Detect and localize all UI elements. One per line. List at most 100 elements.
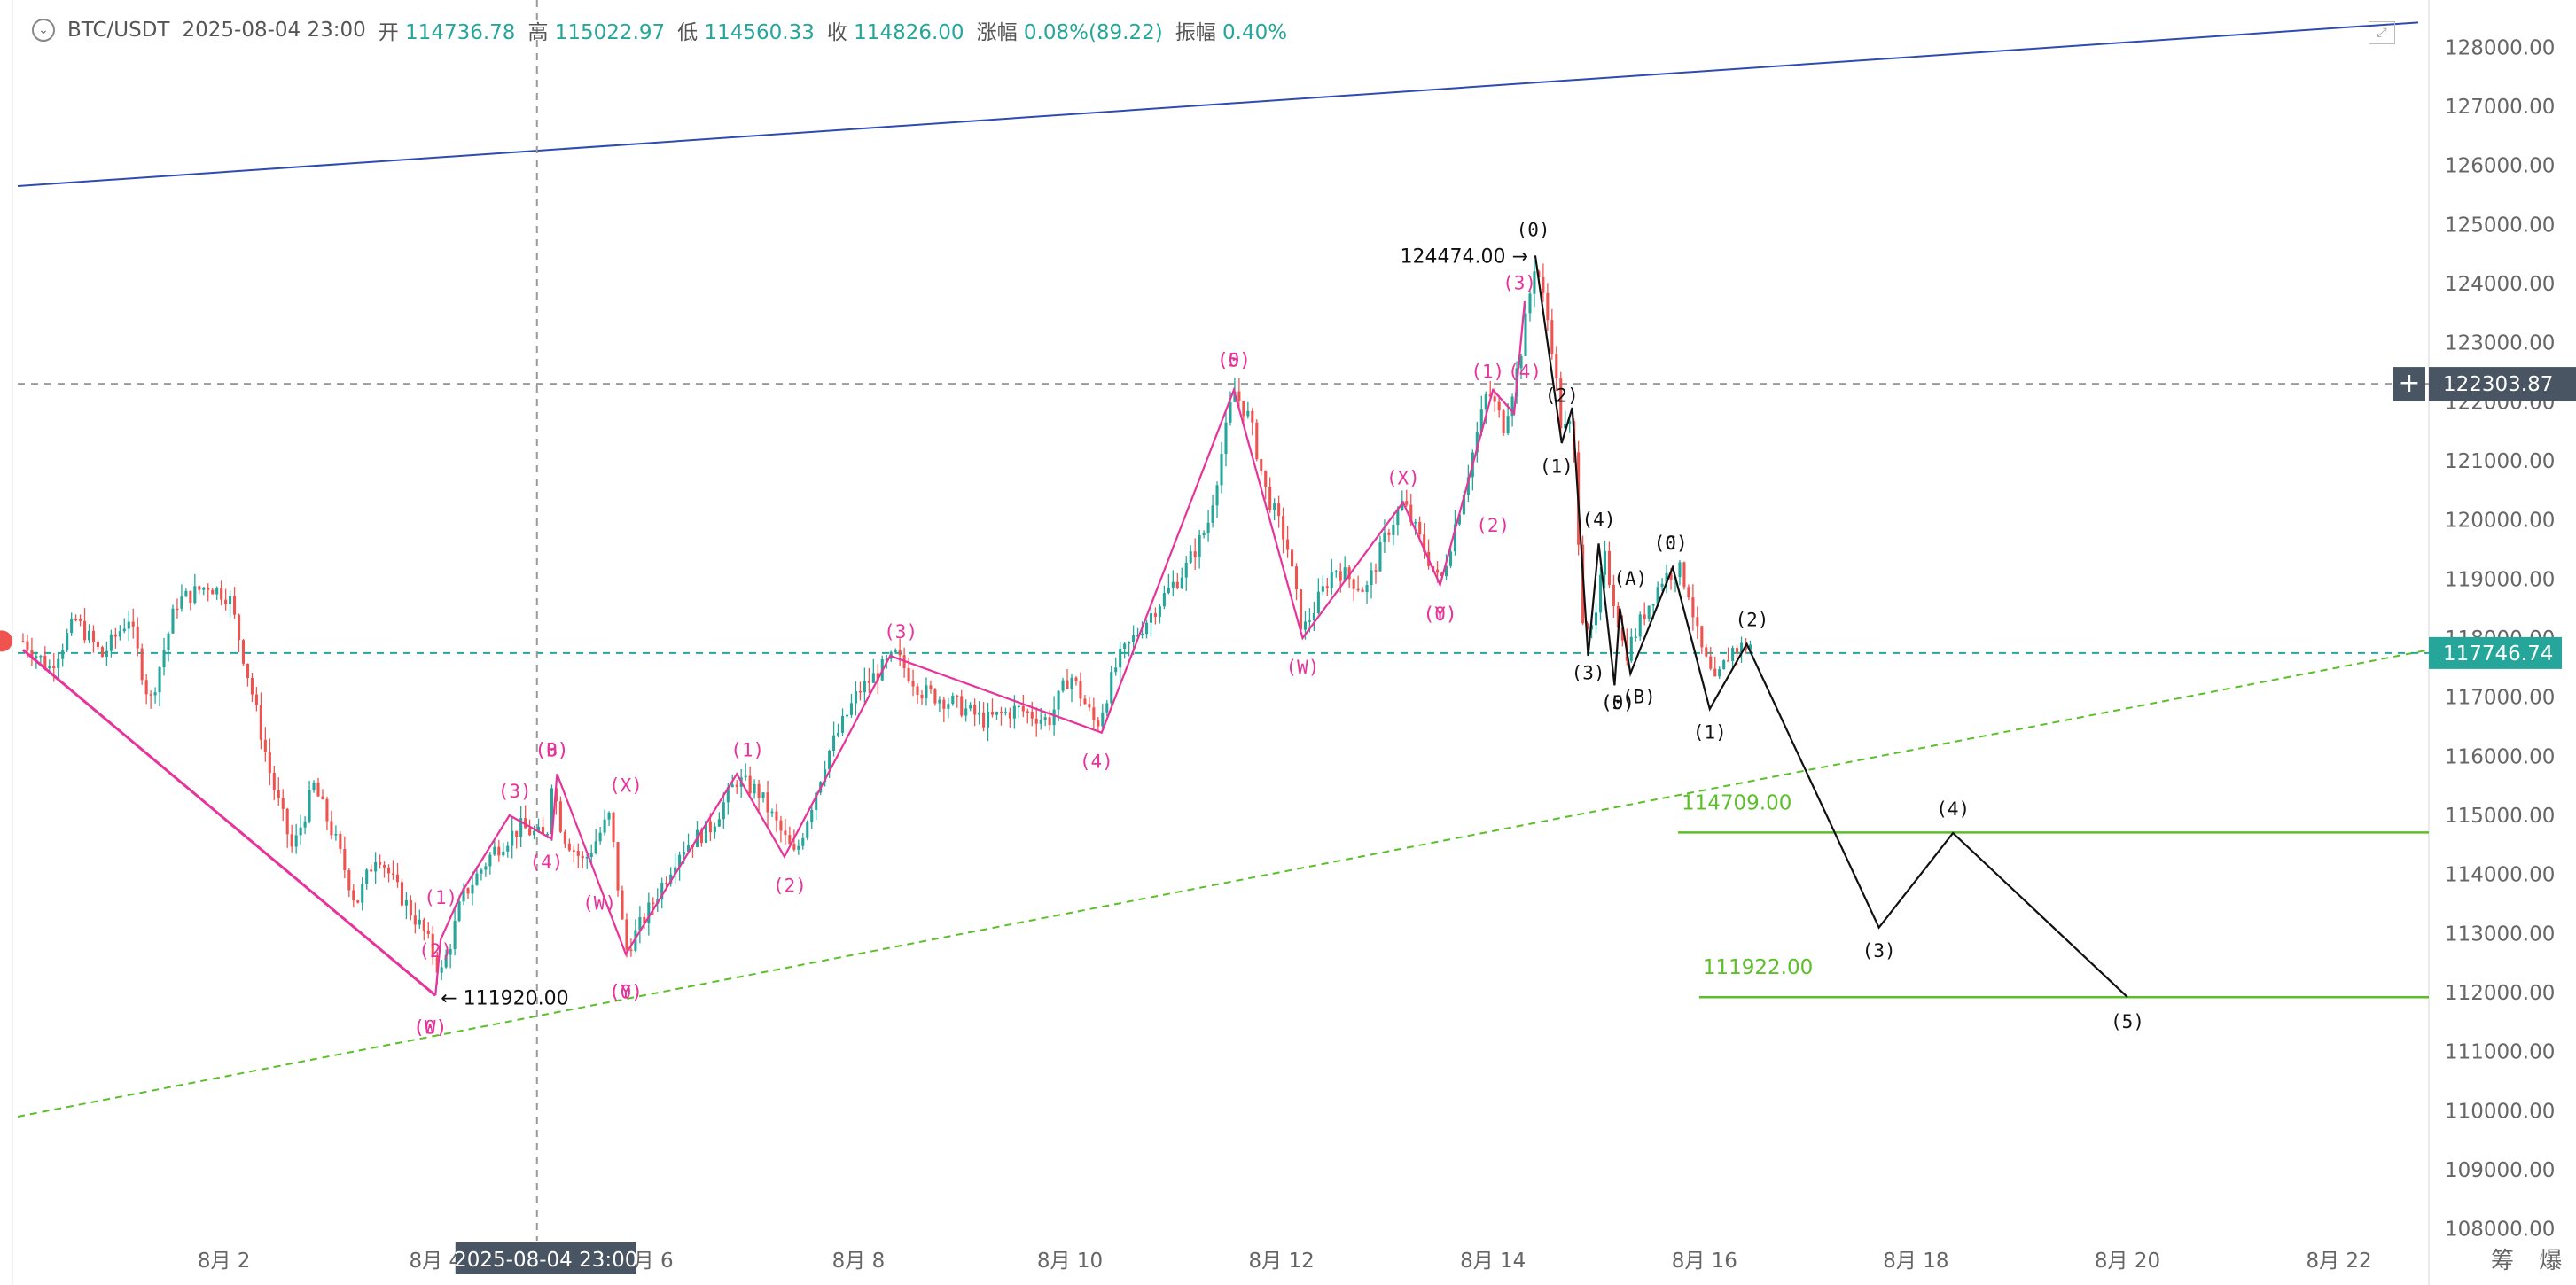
candle-body — [202, 588, 206, 590]
crosshair-time-text: 2025-08-04 23:00 — [454, 1249, 637, 1272]
candle-body — [493, 846, 496, 855]
pink-wave-label: (W) — [582, 893, 616, 915]
candle-body — [277, 790, 280, 798]
candle-body — [1475, 432, 1479, 453]
candle-body — [1405, 501, 1409, 505]
candle-body — [1264, 470, 1268, 487]
candle-body — [1215, 485, 1219, 506]
support-level-label: 114709.00 — [1682, 791, 1791, 814]
candle-body — [1643, 614, 1646, 619]
candle-body — [263, 739, 267, 752]
candle-body — [806, 822, 809, 838]
y-tick-label: 125000.00 — [2445, 214, 2555, 237]
black-wave-label: (1) — [1540, 456, 1573, 477]
candle-body — [1101, 712, 1105, 727]
trendline-blue — [17, 21, 2419, 187]
candle-body — [797, 845, 800, 850]
alert-dot-icon — [0, 630, 12, 652]
candle-body — [1678, 562, 1682, 578]
candle-body — [1493, 396, 1496, 402]
candle-body — [325, 798, 329, 822]
pink-wave-label: (3) — [884, 621, 917, 642]
candle-body — [1294, 566, 1299, 590]
candle-body — [294, 835, 298, 847]
candle-body — [766, 792, 769, 813]
candle-body — [1607, 550, 1611, 585]
candle-body — [1123, 643, 1127, 649]
candle-body — [1083, 698, 1087, 705]
candle-body — [241, 640, 246, 664]
candle-body — [1506, 416, 1510, 434]
black-wave-label: (C) — [1654, 533, 1688, 554]
x-tick-label: 8月 22 — [2306, 1250, 2371, 1273]
bottom-right-tools[interactable]: 筹 爆 — [2491, 1248, 2572, 1274]
black-wave-label: (4) — [1582, 509, 1616, 530]
candle-body — [308, 790, 311, 822]
candle-body — [259, 705, 262, 740]
candle-body — [449, 948, 452, 955]
high-value: 115022.97 — [554, 21, 666, 44]
open-label: 开 — [378, 21, 399, 44]
candle-body — [1180, 577, 1183, 588]
candle-body — [352, 890, 355, 901]
candle-body — [268, 752, 271, 773]
candle-body — [612, 812, 615, 843]
crosshair-time-tag — [455, 1242, 636, 1274]
candle-body — [545, 833, 550, 836]
candle-body — [1097, 720, 1100, 727]
candle-body — [1092, 707, 1096, 721]
candle-body — [1401, 501, 1404, 510]
x-tick-label: 8月 2 — [198, 1250, 251, 1273]
candle-body — [634, 930, 637, 951]
candle-body — [312, 782, 316, 790]
symbol-label: BTC/USDT — [67, 19, 170, 42]
candle-body — [669, 874, 673, 884]
candle-body — [39, 655, 43, 658]
candle-body — [1546, 292, 1550, 321]
candle-body — [162, 650, 166, 668]
candle-body — [1713, 668, 1717, 677]
candle-body — [1396, 510, 1400, 526]
candle-body — [1660, 583, 1664, 588]
candle-body — [942, 699, 946, 709]
candle-body — [699, 829, 704, 844]
candle-body — [1440, 572, 1444, 577]
candle-body — [1273, 503, 1276, 510]
candle-body — [383, 864, 386, 868]
candle-body — [1555, 354, 1558, 378]
candle-body — [1488, 394, 1492, 397]
candle-body — [907, 667, 910, 681]
candle-body — [272, 772, 276, 790]
candle-body — [1003, 712, 1007, 713]
candle-body — [1057, 690, 1060, 710]
candle-body — [1620, 627, 1624, 641]
candle-body — [1136, 635, 1140, 637]
candle-body — [1224, 422, 1228, 455]
x-tick-label: 8月 14 — [1460, 1250, 1526, 1273]
low-label: 低 — [677, 21, 699, 44]
candle-body — [528, 828, 532, 836]
black-wave-label: (0) — [1517, 220, 1550, 241]
candle-body — [1144, 622, 1149, 635]
candle-body — [567, 843, 571, 851]
candle-body — [1612, 584, 1615, 606]
candle-body — [1184, 562, 1188, 578]
candle-body — [1731, 648, 1735, 661]
candle-body — [347, 870, 351, 891]
candle-body — [79, 619, 82, 621]
candle-body — [995, 712, 999, 715]
candle-body — [1303, 621, 1307, 630]
pink-wave-label: (0) — [413, 1017, 447, 1039]
black-wave-label: (3) — [1572, 663, 1605, 684]
candle-body — [87, 630, 91, 641]
candle-body — [57, 658, 60, 669]
maximize-icon[interactable]: ⤢ — [2369, 21, 2395, 44]
candle-body — [1229, 401, 1232, 423]
candle-body — [418, 919, 421, 925]
candle-body — [285, 808, 289, 835]
pink-wave-label: (1) — [730, 739, 764, 760]
candle-body — [581, 855, 584, 859]
collapse-chevron-icon[interactable]: ⌄ — [32, 19, 55, 42]
candle-body — [475, 873, 479, 885]
